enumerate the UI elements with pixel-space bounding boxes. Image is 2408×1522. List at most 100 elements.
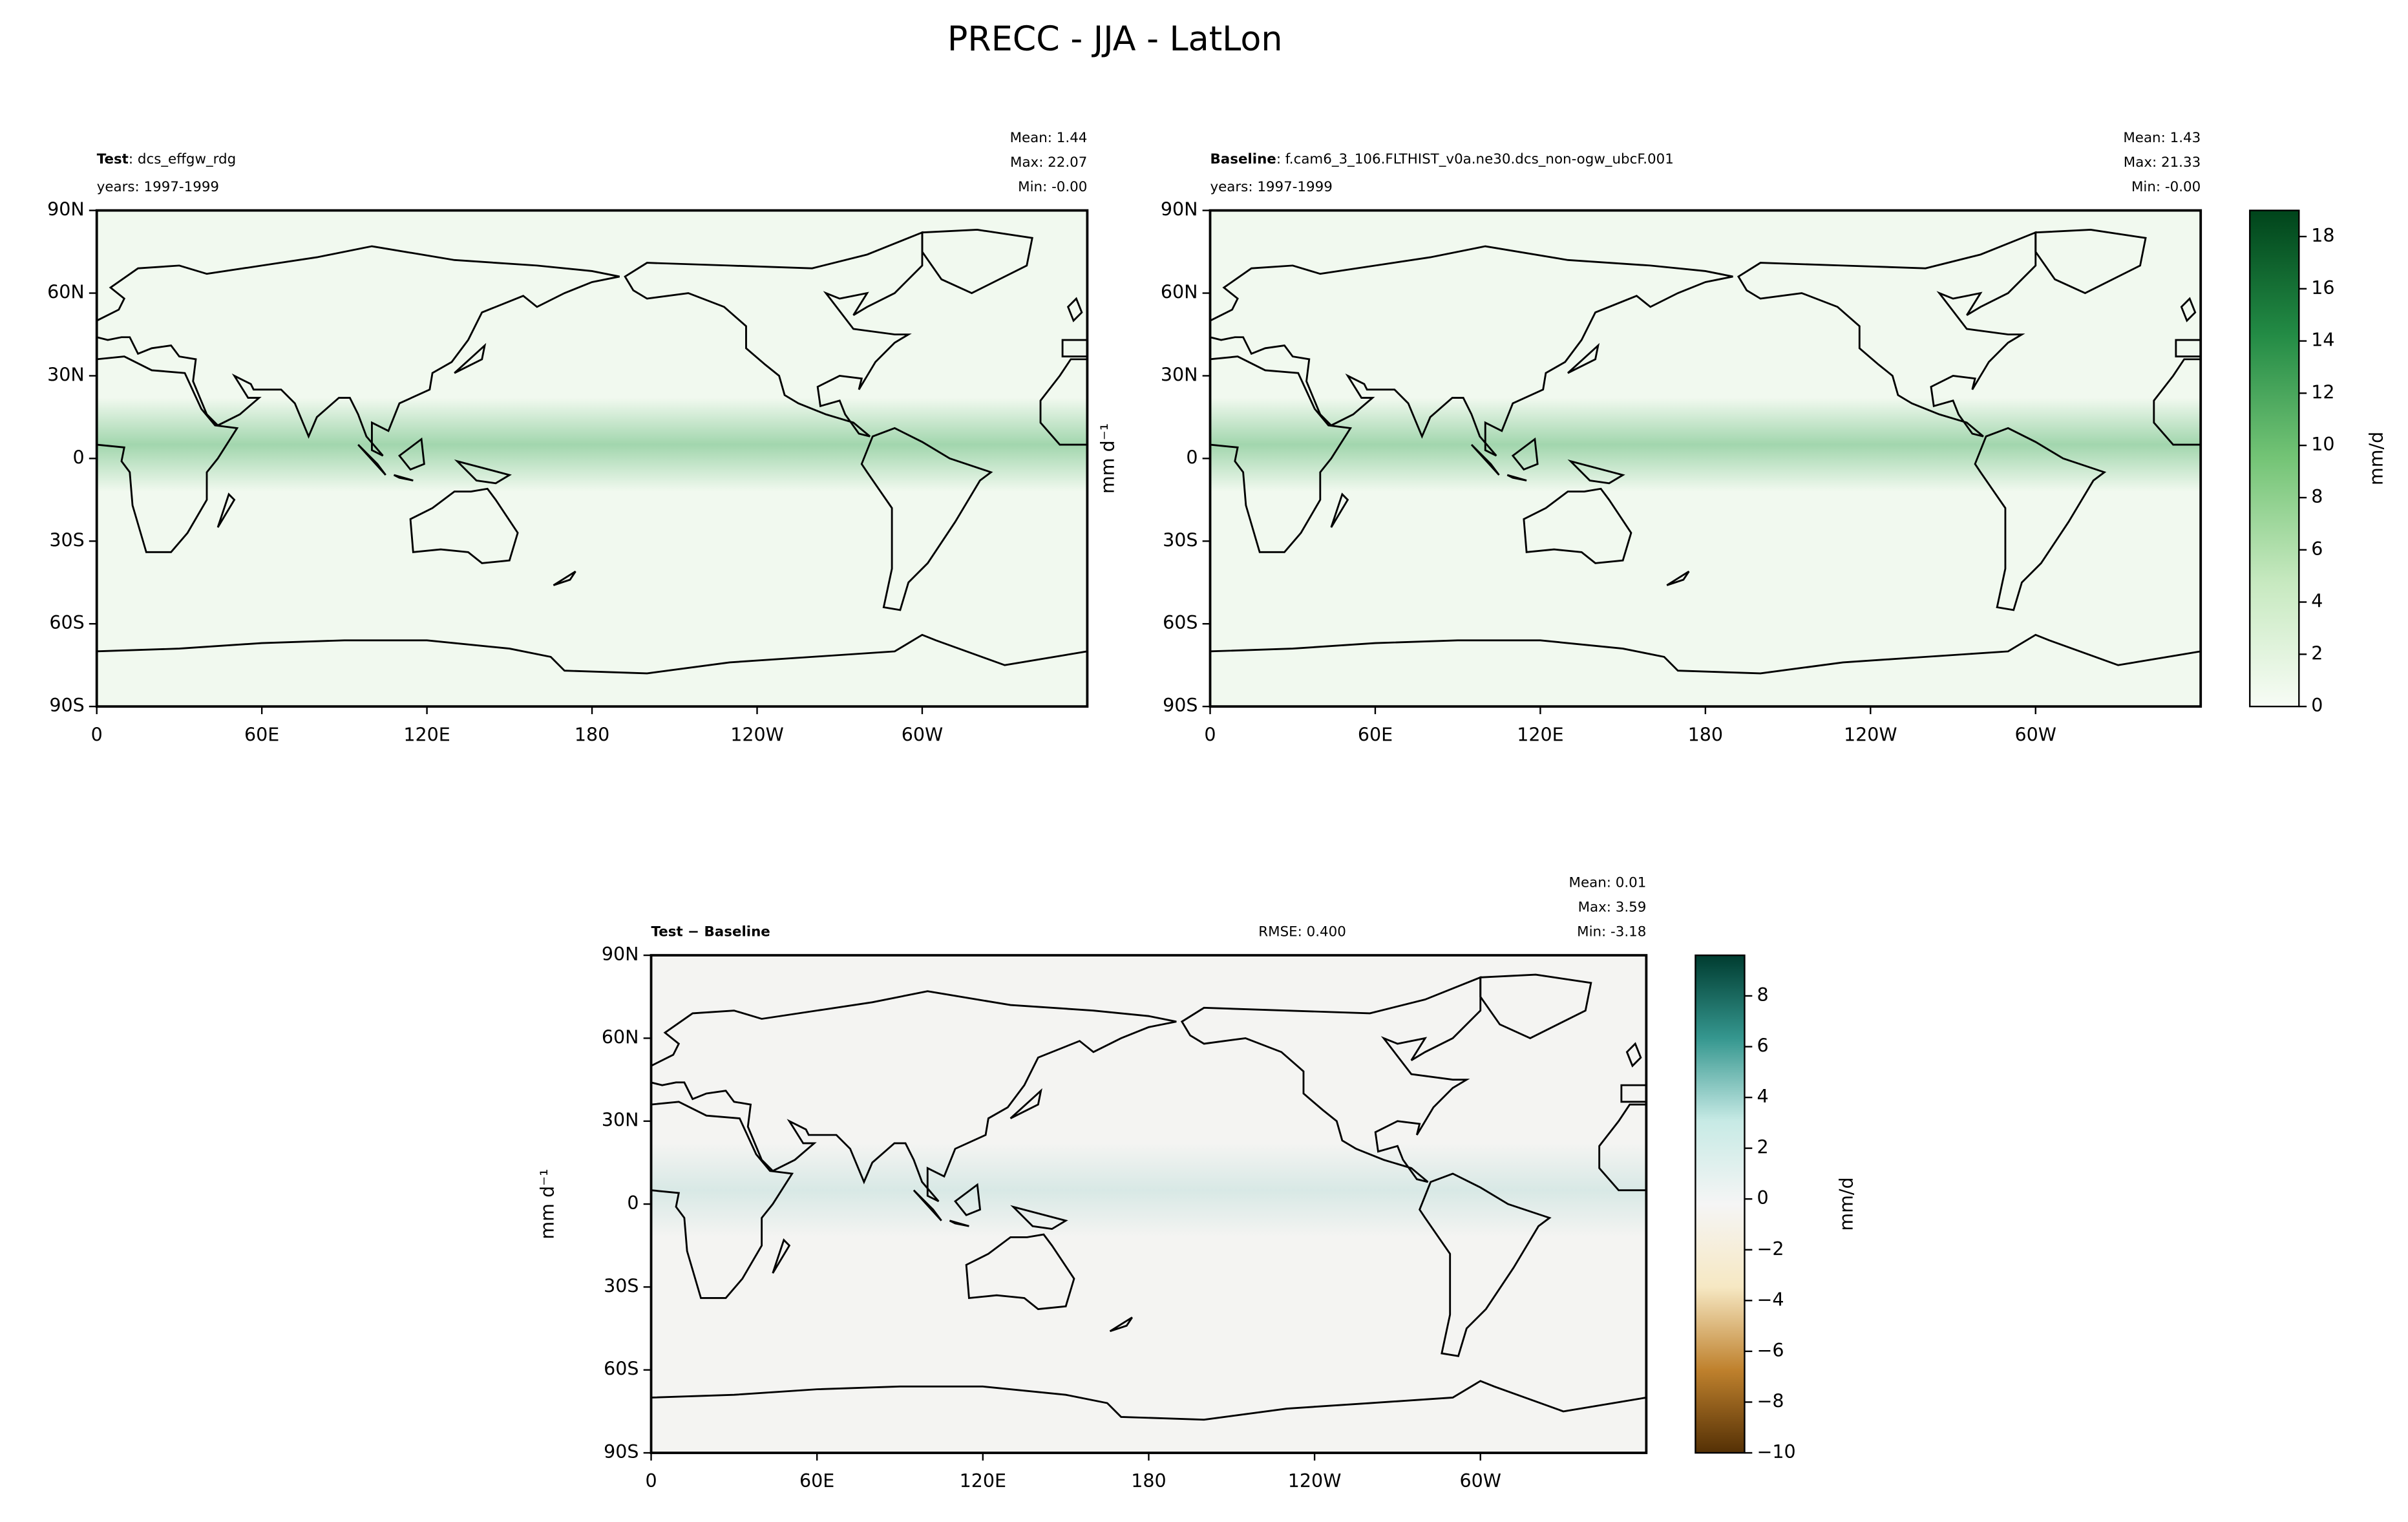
coastline (1598, 1103, 1647, 1192)
panel-label-bold: Baseline (1210, 151, 1276, 167)
coastline (1567, 343, 1600, 374)
coastline (2175, 339, 2201, 358)
y-tick-label: 60N (602, 1026, 639, 1048)
x-tick-label: 60E (1358, 724, 1393, 745)
coastline (1210, 355, 1353, 553)
coastline (1419, 1172, 1552, 1357)
y-tick-label: 60S (49, 612, 84, 633)
coastline (1567, 459, 1625, 485)
colorbar (2249, 209, 2300, 708)
map-area (651, 955, 1647, 1453)
panel-label: Test − Baseline (651, 924, 770, 940)
coastline (651, 1380, 1647, 1453)
panel-label: Baseline: f.cam6_3_106.FLTHIST_v0a.ne30.… (1210, 151, 1674, 167)
colorbar-tick-label: 12 (2311, 381, 2334, 403)
colorbar-tick-label: 2 (1757, 1137, 1768, 1158)
y-tick-label: 0 (627, 1192, 639, 1214)
x-tick-label: 120W (730, 724, 784, 745)
y-axis-label: mm d⁻¹ (536, 1168, 558, 1239)
x-tick-label: 60W (902, 724, 943, 745)
y-tick-label: 90N (1161, 199, 1198, 220)
y-tick-label: 30N (47, 364, 85, 385)
colorbar-tick-label: −8 (1757, 1390, 1784, 1411)
panel-label-bold: Test (97, 151, 129, 167)
coastline (393, 474, 414, 481)
coastline (2034, 229, 2147, 295)
coastline (1210, 245, 1733, 457)
itcz-band (96, 397, 1088, 492)
coastline (96, 633, 1088, 707)
coastline (1974, 427, 2107, 611)
coastline (553, 570, 576, 586)
y-tick-label: 90N (47, 199, 85, 220)
colorbar-tick-label: 14 (2311, 330, 2334, 351)
coastline (965, 1233, 1075, 1311)
y-tick-label: 0 (73, 447, 85, 468)
x-tick-label: 60E (244, 724, 279, 745)
y-tick-label: 60N (47, 282, 85, 303)
coastline (1737, 231, 2037, 438)
colorbar-tick-label: 18 (2311, 225, 2334, 246)
coastline (357, 444, 386, 476)
coastline (1470, 444, 1500, 476)
coastline (409, 487, 519, 564)
panel-label-rest: : dcs_effgw_rdg (129, 151, 236, 167)
colorbar-tick-label: 0 (1757, 1187, 1768, 1209)
colorbar-tick-label: 8 (1757, 984, 1768, 1006)
x-tick-label: 120E (1517, 724, 1563, 745)
rmse: RMSE: 0.400 (1258, 924, 1346, 940)
colorbar-tick-label: 6 (1757, 1035, 1768, 1057)
coastline (1180, 976, 1482, 1183)
coastline (1666, 570, 1690, 586)
y-tick-label: 90S (49, 695, 84, 716)
coastline (1620, 1084, 1647, 1103)
panel-label: Test: dcs_effgw_rdg (97, 151, 237, 167)
map-area (96, 210, 1088, 707)
panel-stat: Max: 21.33 (2124, 154, 2201, 171)
coastline (624, 231, 924, 438)
panel-stat: Mean: 1.43 (2123, 130, 2201, 146)
coastline (921, 229, 1033, 295)
panel-label-rest: : f.cam6_3_106.FLTHIST_v0a.ne30.dcs_non-… (1276, 151, 1674, 167)
x-tick-label: 180 (575, 724, 609, 745)
colorbar-label: mm/d (2365, 432, 2387, 485)
colorbar-tick-label: 4 (1757, 1086, 1768, 1107)
colorbar-tick-label: 10 (2311, 434, 2334, 455)
coastline (1066, 297, 1083, 322)
coastline (772, 1238, 791, 1274)
y-axis-label: mm d⁻¹ (1097, 423, 1119, 494)
coastline (217, 492, 236, 528)
map-area (1210, 210, 2201, 707)
coastline (1010, 1205, 1068, 1231)
coastline (1330, 492, 1349, 528)
coastline (1039, 358, 1088, 446)
x-tick-label: 120W (1288, 1470, 1342, 1492)
panel-stat: Mean: 0.01 (1569, 874, 1647, 891)
y-tick-label: 30N (602, 1110, 639, 1131)
y-tick-label: 90N (602, 944, 639, 965)
x-tick-label: 120E (403, 724, 450, 745)
colorbar-tick-label: 4 (2311, 591, 2323, 612)
x-tick-label: 60E (799, 1470, 834, 1492)
y-tick-label: 60N (1161, 282, 1198, 303)
panel-stat: Min: -0.00 (2131, 179, 2201, 195)
y-tick-label: 30S (49, 529, 84, 551)
y-tick-label: 60S (1163, 612, 1198, 633)
colorbar (1695, 954, 1746, 1454)
coastline (1523, 487, 1632, 564)
coastline (1506, 474, 1527, 481)
colorbar-tick-label: 8 (2311, 486, 2323, 507)
x-tick-label: 180 (1688, 724, 1723, 745)
coastline (954, 1183, 982, 1216)
x-tick-label: 180 (1131, 1470, 1166, 1492)
panel-years: years: 1997-1999 (97, 179, 219, 195)
y-tick-label: 90S (1163, 695, 1198, 716)
x-tick-label: 120W (1844, 724, 1897, 745)
x-tick-label: 60W (2015, 724, 2056, 745)
itcz-band (651, 1143, 1647, 1238)
coastline (454, 459, 512, 485)
x-tick-label: 0 (645, 1470, 657, 1492)
colorbar-tick-label: 6 (2311, 538, 2323, 560)
x-tick-label: 0 (1204, 724, 1216, 745)
coastline (96, 355, 239, 553)
